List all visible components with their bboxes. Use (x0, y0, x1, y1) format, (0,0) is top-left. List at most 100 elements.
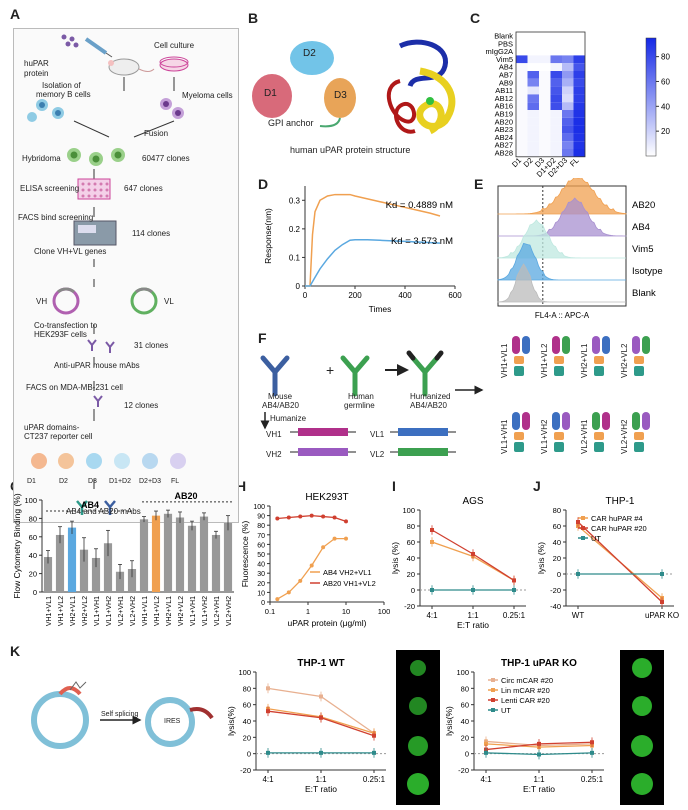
legend-marker (491, 698, 495, 702)
panel-label-c: C (470, 10, 481, 26)
y-tick-label: -40 (550, 602, 561, 611)
heatmap-cell (527, 78, 539, 87)
histogram-ab20 (497, 178, 627, 215)
combo-vl-domain (602, 412, 610, 430)
heatmap-row-label: PBS (498, 39, 513, 48)
hybridoma-count: 60477 clones (142, 154, 190, 163)
combo-vl-domain (562, 336, 570, 354)
panel-label-a: A (10, 6, 21, 22)
plasmid-vl-icon (130, 287, 158, 315)
combo-tm-domain (554, 366, 564, 376)
heatmap-cell (539, 133, 551, 142)
heatmap-cell (562, 125, 574, 134)
y-tick-label: 10 (257, 590, 265, 597)
bar (127, 569, 137, 592)
data-point (660, 600, 664, 604)
bar (55, 534, 65, 592)
data-point (471, 552, 475, 556)
y-tick-label: 60 (29, 533, 37, 542)
bar (67, 527, 77, 592)
kinetics-series-line (305, 238, 441, 287)
heatmap-row-label: AB23 (495, 125, 513, 134)
vh2-label: VH2 (266, 450, 282, 459)
combo-vl-domain (642, 336, 650, 354)
humanized-label-2: AB4/AB20 (410, 401, 447, 410)
data-point (332, 515, 337, 520)
histogram-frame (497, 185, 627, 307)
combo-label: VL1+VH2 (540, 419, 549, 454)
x-tick-label: 400 (398, 291, 412, 300)
y-tick-label: 40 (243, 717, 251, 726)
ags-lysis-chart: -20 0 20 40 60 80 100 lysis (%) E:T ratio AGS 4:1 1… (392, 496, 526, 630)
heatmap-cell (562, 133, 574, 142)
x-tick-label: VH1+VL2 (154, 596, 161, 626)
heatmap-cell (550, 149, 562, 157)
vh1-bar (298, 428, 348, 436)
combo-vl-domain (602, 336, 610, 354)
heatmap-row-label: AB9 (499, 78, 513, 87)
microscopy-wt-cells (407, 660, 429, 795)
heatmap-cell (550, 55, 562, 64)
combo-vh-domain (592, 336, 600, 354)
data-point (286, 515, 291, 520)
cotransfection-label-2: HEK293F cells (34, 330, 87, 339)
data-point (471, 588, 475, 592)
bar (43, 557, 53, 592)
combo-tm-domain (594, 366, 604, 376)
data-point (512, 578, 516, 583)
heatmap-cell (527, 32, 539, 40)
heatmap-cell (573, 71, 585, 79)
ribbon-structure-icon (386, 39, 456, 135)
heatmap-cell (573, 78, 585, 87)
heatmap-row-label: AB7 (499, 71, 513, 80)
mouse-antibody-icon (260, 355, 290, 397)
combo-tm-domain (514, 442, 524, 452)
y-tick-label: 80 (407, 522, 415, 531)
combo-label: VH1+VL2 (540, 343, 549, 378)
data-point (430, 588, 434, 592)
ribozyme-icon (69, 681, 87, 691)
d3-domain (324, 78, 356, 118)
x-tick-label: VH2+VL1 (70, 596, 77, 626)
self-splicing-label: Self splicing (101, 711, 139, 718)
heatmap-cell (516, 141, 528, 149)
bar (91, 557, 101, 592)
bar (211, 534, 221, 592)
x-axis-label: E:T ratio (305, 784, 337, 794)
flow-arrows (73, 77, 175, 489)
y-tick-label: -20 (404, 602, 415, 611)
group-label-ab20: AB20 (174, 491, 197, 501)
x-tick-label: 0.25:1 (363, 775, 386, 784)
heatmap-cell (562, 94, 574, 103)
y-axis-label: lysis(%) (444, 706, 454, 736)
heatmap-cell (527, 133, 539, 142)
workflow-graphics (27, 34, 189, 515)
heatmap-cell (573, 110, 585, 118)
bar (79, 549, 89, 592)
colorbar-tick-label: 40 (661, 102, 670, 111)
y-tick-label: 100 (402, 506, 415, 515)
facs-mda-count: 12 clones (124, 401, 159, 410)
y-tick-label: 0 (296, 282, 301, 291)
y-tick-label: 0 (557, 570, 561, 579)
heatmap-cell (562, 47, 574, 56)
heatmap-cell (527, 55, 539, 64)
combo-label: VH2+VL2 (620, 343, 629, 378)
domain-label: D2 (59, 478, 68, 485)
hek293t-titration-chart: 0 10 20 30 40 50 60 70 80 90 100 Fluorescence (%) uP… (240, 492, 390, 628)
data-point (266, 686, 270, 691)
elisa-label: ELISA screening (20, 184, 80, 193)
combo-linker (634, 356, 644, 364)
heatmap-cell (539, 149, 551, 157)
kinetics-series-line (305, 193, 441, 287)
microscopy-strip-ko (620, 650, 664, 805)
combo-label: VL1+VH1 (500, 419, 509, 454)
data-point (660, 572, 664, 576)
heatmap-cell (539, 32, 551, 40)
plus-sign: + (326, 362, 335, 378)
y-tick-label: 0 (465, 750, 469, 759)
bar (115, 571, 125, 592)
y-tick-label: 80 (461, 684, 469, 693)
x-tick-label: 4:1 (480, 775, 492, 784)
legend-label: UT (591, 534, 601, 543)
